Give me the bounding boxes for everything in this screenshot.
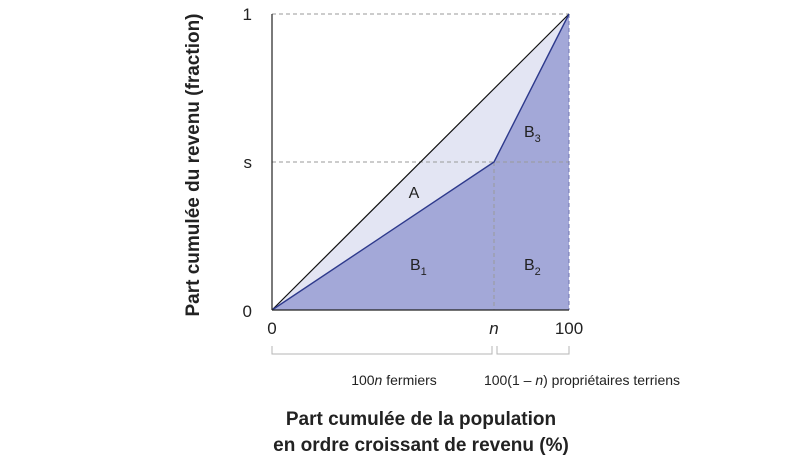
region-a-label: A: [409, 185, 420, 202]
y-tick-0: 0: [243, 302, 252, 321]
region-b3-label: B3: [524, 124, 541, 145]
y-tick-s: s: [244, 153, 253, 172]
farmers-label: 100n fermiers: [351, 372, 437, 388]
region-b1-label: B1: [410, 257, 427, 278]
x-axis-title-line1: Part cumulée de la population: [286, 409, 556, 430]
lorenz-curve: [271, 13, 570, 311]
x-tick-0: 0: [267, 319, 276, 338]
landowners-label: 100(1 – n) propriétaires terriens: [484, 372, 680, 388]
y-axis-title: Part cumulée du revenu (fraction): [183, 13, 204, 316]
x-tick-n: n: [489, 319, 498, 338]
region-b2-label: B2: [524, 257, 541, 278]
farmers-bracket: [271, 346, 493, 355]
y-tick-1: 1: [243, 5, 252, 24]
landowners-bracket: [496, 346, 570, 355]
region-b-area: [272, 14, 569, 310]
equality-line: [271, 13, 570, 311]
x-axis-title-line2: en ordre croissant de revenu (%): [273, 435, 569, 456]
x-tick-100: 100: [555, 319, 583, 338]
